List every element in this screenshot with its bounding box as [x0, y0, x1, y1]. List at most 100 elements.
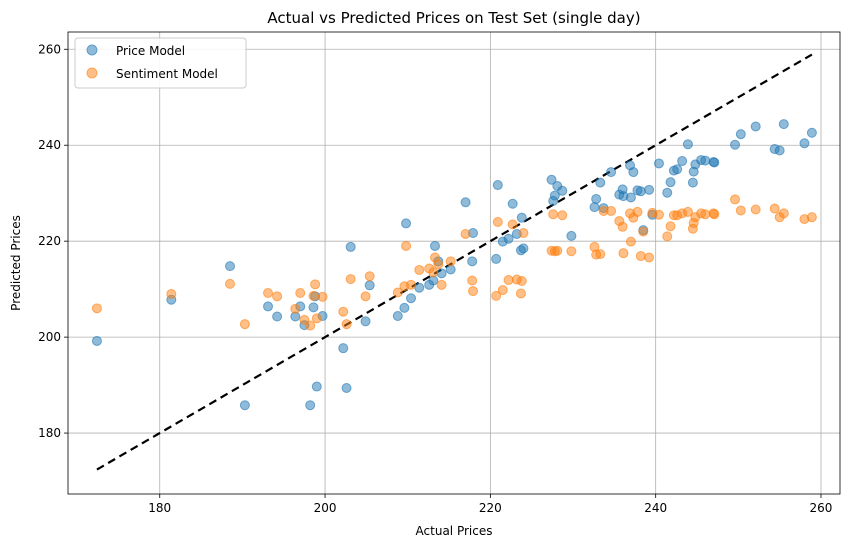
data-point — [433, 259, 444, 270]
data-point — [595, 249, 606, 260]
data-point — [401, 218, 412, 229]
data-point — [635, 251, 646, 262]
y-tick-label-220: 220 — [38, 234, 61, 248]
data-point — [401, 240, 412, 251]
grid — [68, 32, 840, 494]
data-point — [503, 233, 514, 244]
data-point — [632, 206, 643, 217]
data-point — [516, 212, 527, 223]
data-point — [665, 177, 676, 188]
y-axis-label: Predicted Prices — [9, 215, 23, 311]
data-point — [730, 194, 741, 205]
data-point — [644, 252, 655, 263]
data-point — [730, 139, 741, 150]
data-point — [653, 158, 664, 169]
data-point — [467, 256, 478, 267]
data-point — [687, 177, 698, 188]
data-point — [290, 303, 301, 314]
data-point — [806, 212, 817, 223]
data-point — [305, 320, 316, 331]
data-point — [548, 209, 559, 220]
data-point — [445, 256, 456, 267]
x-axis-label: Actual Prices — [416, 524, 493, 538]
data-point — [263, 287, 274, 298]
data-point — [429, 240, 440, 251]
x-axis-ticks: 180 200 220 240 260 — [148, 494, 832, 515]
data-point — [774, 145, 785, 156]
data-point — [436, 279, 447, 290]
data-point — [589, 202, 600, 213]
data-point — [735, 129, 746, 140]
data-point — [308, 290, 319, 301]
x-tick-label-240: 240 — [644, 501, 667, 515]
data-point — [310, 279, 321, 290]
x-tick-label-220: 220 — [479, 501, 502, 515]
data-point — [338, 343, 349, 354]
data-point — [492, 180, 503, 191]
legend-marker-sentiment-model — [86, 67, 98, 79]
y-tick-label-200: 200 — [38, 330, 61, 344]
data-point — [414, 282, 425, 293]
legend-box — [74, 37, 247, 89]
data-point — [700, 209, 711, 220]
data-point — [518, 243, 529, 254]
data-point — [735, 205, 746, 216]
data-point — [546, 174, 557, 185]
data-point — [406, 279, 417, 290]
data-point — [364, 280, 375, 291]
data-point — [295, 287, 306, 298]
data-point — [778, 208, 789, 219]
data-point — [225, 261, 236, 272]
data-point — [672, 164, 683, 175]
data-point — [507, 198, 518, 209]
series-layer — [91, 119, 817, 411]
data-point — [239, 400, 250, 411]
data-point — [635, 186, 646, 197]
data-point — [750, 121, 761, 132]
data-point — [360, 316, 371, 327]
data-point — [345, 274, 356, 285]
data-point — [677, 156, 688, 167]
data-point — [460, 228, 471, 239]
data-point — [399, 302, 410, 313]
ideal-fit-line — [96, 53, 813, 471]
data-point — [272, 291, 283, 302]
data-point — [91, 335, 102, 346]
data-point — [709, 209, 720, 220]
data-point — [617, 221, 628, 232]
data-point — [595, 177, 606, 188]
data-point — [515, 288, 526, 299]
data-point — [360, 291, 371, 302]
data-point — [166, 288, 177, 299]
data-point — [662, 231, 673, 242]
data-point — [305, 400, 316, 411]
data-point — [700, 155, 711, 166]
data-point — [566, 246, 577, 257]
data-point — [557, 210, 568, 221]
reference-line — [96, 53, 813, 471]
data-point — [406, 293, 417, 304]
data-point — [392, 287, 403, 298]
data-point — [341, 319, 352, 330]
data-point — [625, 192, 636, 203]
data-point — [445, 264, 456, 275]
data-point — [428, 267, 439, 278]
data-point — [311, 313, 322, 324]
data-point — [341, 382, 352, 393]
data-point — [591, 193, 602, 204]
data-point — [769, 203, 780, 214]
data-point — [628, 167, 639, 178]
data-point — [606, 167, 617, 178]
data-point — [460, 197, 471, 208]
data-point — [338, 306, 349, 317]
data-point — [311, 381, 322, 392]
data-point — [317, 291, 328, 302]
data-point — [653, 209, 664, 220]
legend-label-sentiment-model: Sentiment Model — [116, 67, 218, 81]
x-tick-label-260: 260 — [810, 501, 833, 515]
data-point — [750, 204, 761, 215]
data-point — [345, 241, 356, 252]
data-point — [778, 119, 789, 130]
data-point — [618, 248, 629, 259]
